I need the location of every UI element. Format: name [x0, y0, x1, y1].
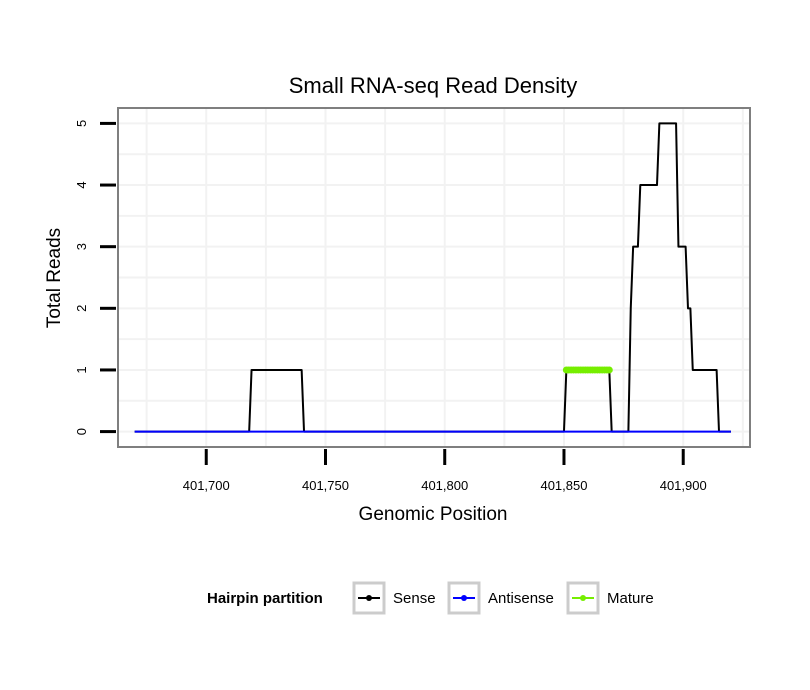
x-tick-label: 401,700 [183, 478, 230, 493]
legend-item-sense[interactable]: Sense [352, 581, 436, 615]
chart-title: Small RNA-seq Read Density [289, 73, 578, 98]
y-tick-label: 0 [74, 428, 89, 435]
y-tick-label: 1 [74, 366, 89, 373]
legend-label-sense: Sense [393, 590, 436, 607]
legend-item-antisense[interactable]: Antisense [447, 581, 554, 615]
legend-key-sense-point [366, 595, 372, 601]
y-tick-label: 3 [74, 243, 89, 250]
y-axis-label: Total Reads [44, 228, 65, 328]
x-tick-label: 401,800 [421, 478, 468, 493]
x-tick-label: 401,750 [302, 478, 349, 493]
legend-label-mature: Mature [607, 590, 654, 607]
y-tick-label: 4 [74, 181, 89, 188]
plot-border [117, 107, 751, 448]
y-tick-label: 2 [74, 305, 89, 312]
legend-title: Hairpin partition [207, 590, 323, 607]
x-axis-label: Genomic Position [359, 504, 508, 525]
legend-key-antisense-point [461, 595, 467, 601]
axes: 401,700 401,750 401,800 401,850 401,900 0 1 2 3 4… [74, 120, 707, 493]
legend-label-antisense: Antisense [488, 590, 554, 607]
data-point-mature [605, 366, 613, 374]
series-layer [134, 122, 731, 433]
x-tick-label: 401,850 [540, 478, 587, 493]
legend-key-mature-point [580, 595, 586, 601]
y-tick-label: 5 [74, 120, 89, 127]
legend-item-mature[interactable]: Mature [566, 581, 654, 615]
x-tick-label: 401,900 [660, 478, 707, 493]
legend: Hairpin partition Sense Antisense Mature [207, 581, 654, 615]
